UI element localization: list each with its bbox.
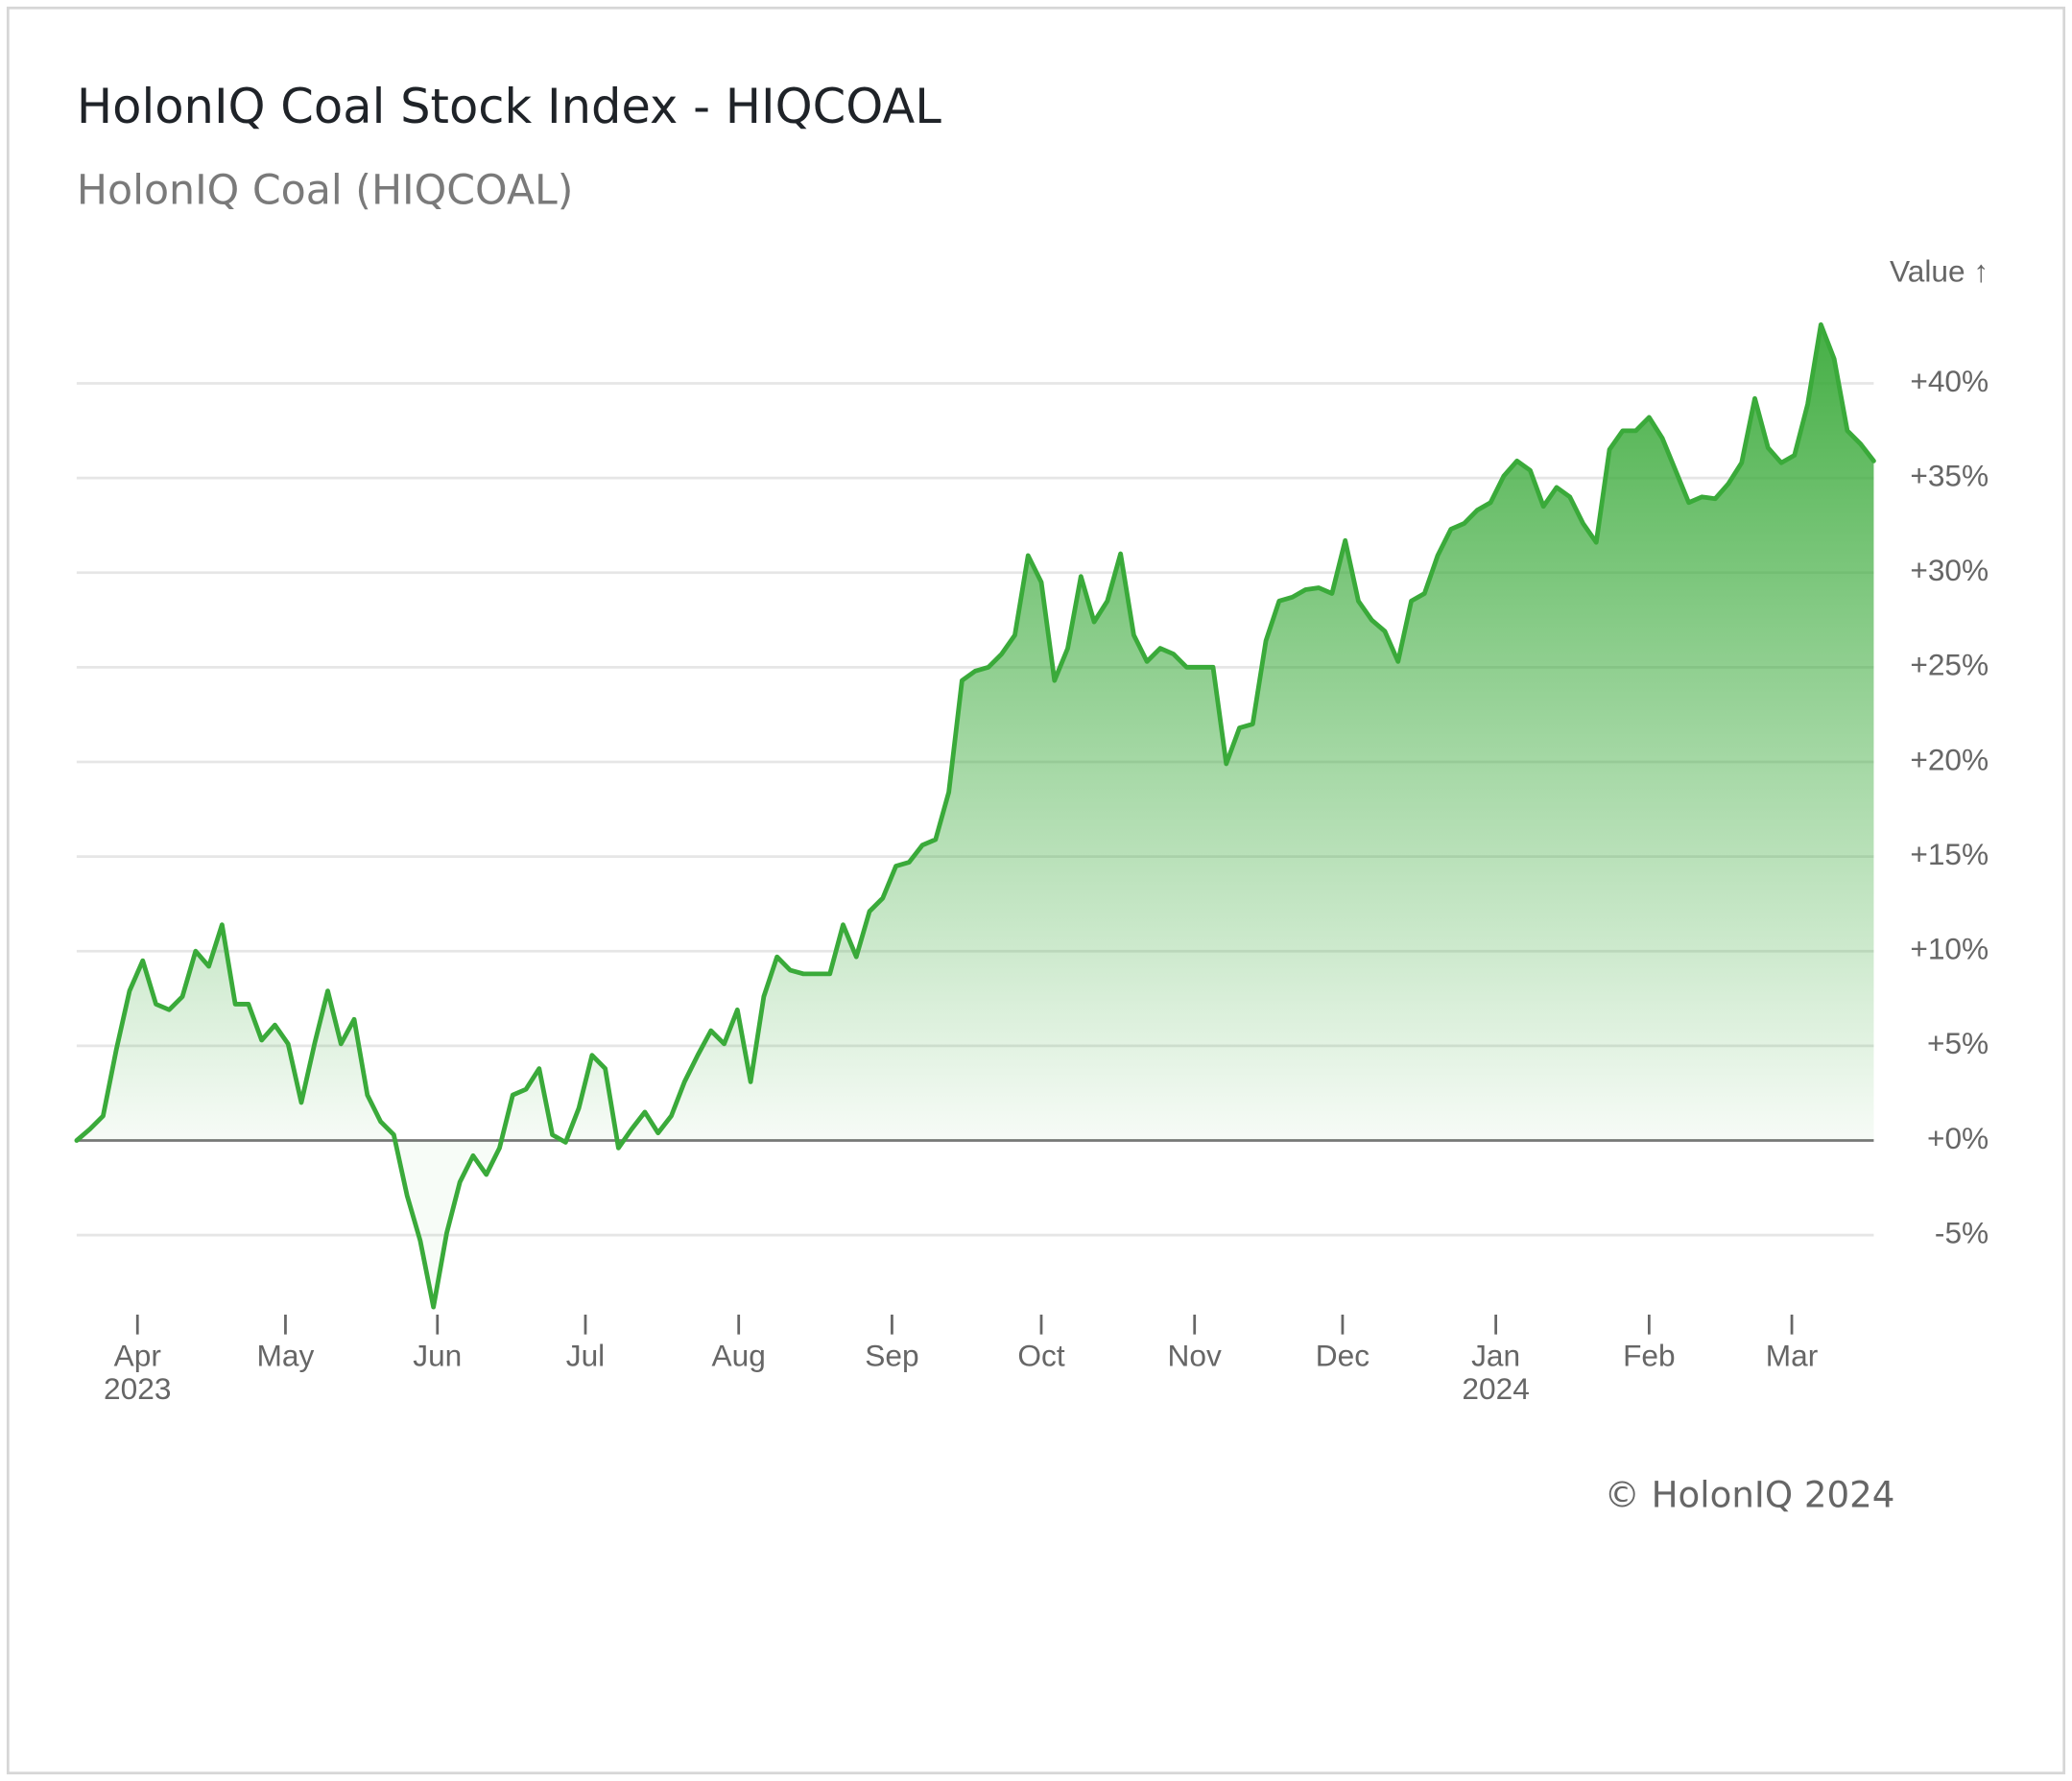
x-tick-label: Dec <box>1316 1339 1369 1373</box>
x-tick-label: Oct <box>1017 1339 1064 1373</box>
credit: © HolonIQ 2024 <box>1605 1473 1895 1515</box>
chart-title: HolonIQ Coal Stock Index - HIQCOAL <box>77 79 941 134</box>
y-tick-label: +15% <box>1910 837 1989 871</box>
x-tick-label: May <box>257 1339 315 1373</box>
line <box>74 321 1876 1310</box>
y-tick-label: +35% <box>1910 458 1989 492</box>
chart-subtitle: HolonIQ Coal (HIQCOAL) <box>77 167 574 215</box>
y-axis-label: Value ↑ <box>1890 253 1989 288</box>
y-tick-label: +40% <box>1910 364 1989 398</box>
y-tick-label: +30% <box>1910 553 1989 587</box>
x-tick-label: Aug <box>712 1339 766 1373</box>
x-tick-label: Mar <box>1766 1339 1819 1373</box>
x-tick-label: Jan 2024 <box>1462 1339 1529 1406</box>
y-tick-label: +0% <box>1927 1121 1989 1155</box>
x-tick-label: Jun <box>413 1339 462 1373</box>
y-tick-label: +5% <box>1927 1026 1989 1060</box>
y-tick-label: +20% <box>1910 742 1989 776</box>
y-tick-label: +10% <box>1910 932 1989 966</box>
x-tick-label: Jul <box>566 1339 605 1373</box>
x-tick-label: Feb <box>1623 1339 1676 1373</box>
y-tick-label: +25% <box>1910 648 1989 682</box>
y-tick-label: -5% <box>1935 1215 1989 1249</box>
x-tick-label: Sep <box>865 1339 918 1373</box>
x-tick-label: Nov <box>1168 1339 1222 1373</box>
area-fill <box>76 324 1874 1308</box>
x-tick-label: Apr 2023 <box>104 1339 171 1406</box>
